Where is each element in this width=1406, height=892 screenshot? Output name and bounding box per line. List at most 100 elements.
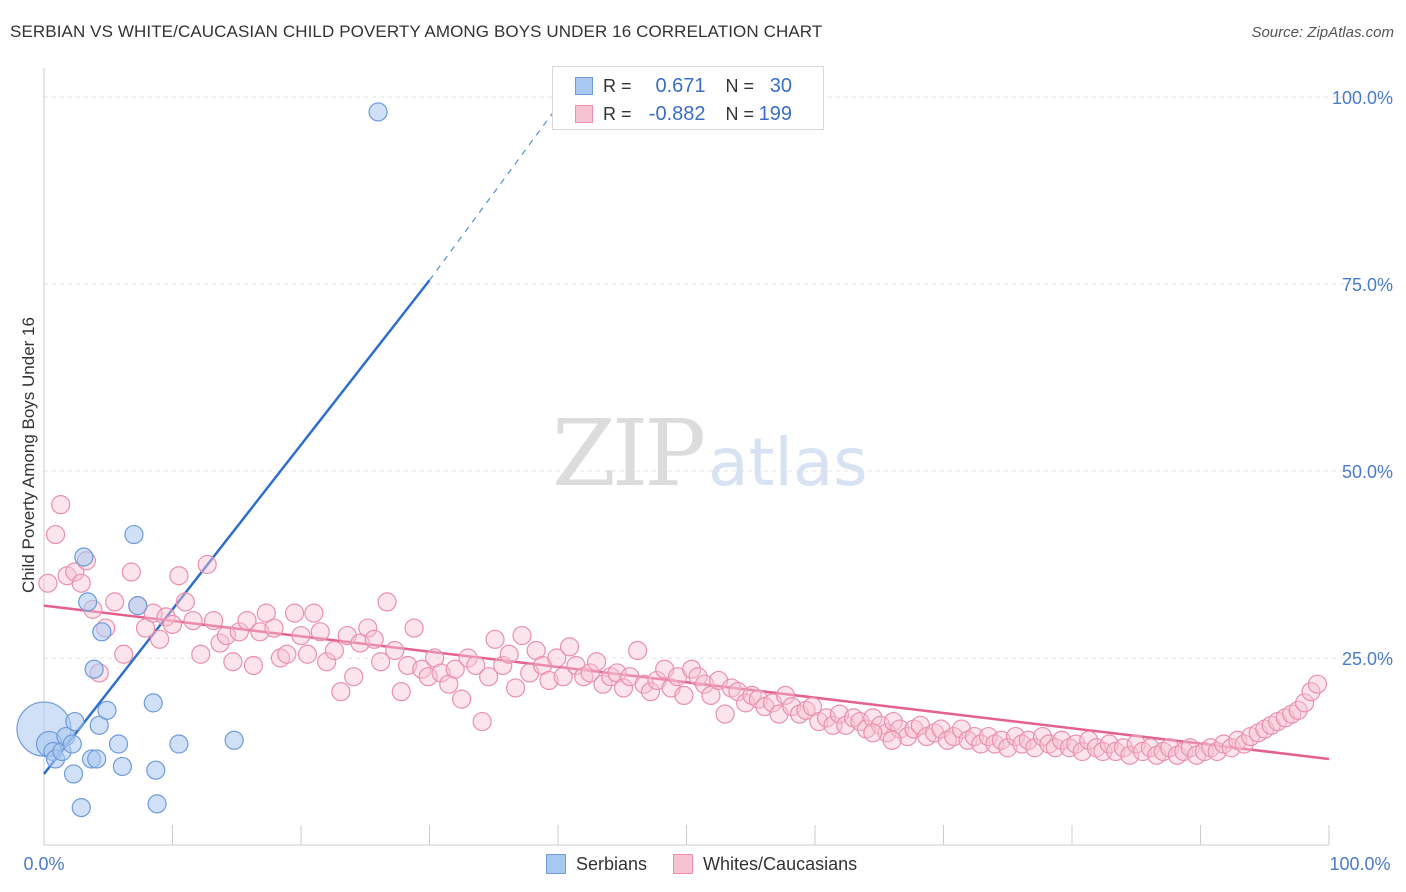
whites-point [1160, 738, 1180, 758]
whites-point [183, 610, 203, 631]
whites-point [310, 622, 330, 642]
whites-point [829, 704, 850, 724]
whites-point [964, 726, 984, 747]
whites-point [466, 655, 486, 676]
whites-point [210, 633, 230, 653]
whites-point [297, 644, 318, 664]
y-tick-label: 50.0% [1342, 462, 1393, 482]
serbians-point [71, 797, 91, 818]
whites-point [143, 603, 163, 623]
whites-point [284, 603, 305, 623]
serbians-point [65, 711, 85, 732]
serbians-point [124, 524, 144, 545]
y-axis-label: Child Poverty Among Boys Under 16 [19, 317, 38, 593]
whites-point [782, 697, 802, 717]
whites-point [331, 682, 351, 702]
serbians-point [224, 730, 244, 750]
whites-point [512, 625, 532, 646]
whites-point [944, 726, 964, 747]
whites-point [1288, 700, 1308, 720]
whites-point [1066, 734, 1086, 754]
whites-point [398, 655, 418, 676]
whites-point [682, 659, 702, 679]
whites-point [748, 689, 769, 709]
whites-point [204, 610, 224, 631]
whites-point [216, 625, 237, 646]
whites-point [991, 730, 1011, 750]
whites-point [897, 726, 918, 747]
whites-point [1140, 738, 1160, 758]
whites-point [1032, 726, 1053, 747]
whites-point [162, 614, 183, 634]
whites-point [479, 667, 499, 687]
serbians-point [63, 764, 84, 784]
serbians-point [368, 102, 388, 122]
serbians-point [146, 760, 166, 780]
legend-item-whites[interactable]: Whites/Caucasians [673, 854, 857, 875]
whites-point [150, 629, 170, 649]
serbians-point [147, 794, 167, 814]
whites-point [816, 708, 837, 728]
whites-point [350, 633, 370, 653]
whites-point [418, 667, 438, 687]
whites-trend-line [43, 604, 1330, 761]
whites-point [836, 715, 856, 735]
serbians-legend-label: Serbians [576, 853, 648, 874]
serbians-point [74, 547, 94, 567]
whites-point [223, 652, 243, 672]
whites-point [593, 674, 613, 694]
whites-point [701, 685, 721, 706]
whites-point [277, 644, 297, 664]
whites-point [850, 711, 870, 732]
whites-point [863, 723, 883, 743]
whites-point [135, 618, 156, 638]
whites-point [431, 663, 451, 683]
whites-point [404, 618, 424, 638]
whites-n-value: 199 [758, 102, 793, 125]
whites-point [38, 573, 58, 593]
serbians-point [92, 622, 112, 642]
serbians-r-value: 0.671 [655, 74, 706, 97]
x-tick-label-max: 100.0% [1329, 854, 1390, 874]
whites-point [377, 592, 397, 612]
whites-point [1301, 682, 1321, 702]
whites-point [1120, 745, 1140, 765]
whites-point [364, 629, 384, 649]
whites-point [156, 607, 176, 627]
watermark: ZIP atlas [552, 400, 868, 510]
y-tick-label: 75.0% [1342, 275, 1393, 295]
whites-point [371, 652, 391, 672]
whites-point [640, 682, 661, 702]
source-label[interactable]: Source: ZipAtlas.com [1251, 24, 1394, 41]
chart-title: SERBIAN VS WHITE/CAUCASIAN CHILD POVERTY… [10, 22, 823, 41]
whites-point [539, 670, 559, 691]
y-tick-label: 100.0% [1332, 88, 1393, 108]
whites-point [971, 734, 991, 754]
grid-lines [44, 96, 1393, 659]
whites-point [978, 726, 999, 747]
whites-point [882, 730, 902, 750]
whites-point [105, 592, 125, 612]
whites-point [883, 711, 903, 732]
whites-point [1025, 738, 1045, 758]
whites-point [674, 685, 694, 706]
serbians-point [87, 749, 107, 769]
whites-point [358, 618, 378, 638]
whites-point [547, 648, 567, 668]
n-label: N = [725, 103, 755, 124]
whites-point [1294, 693, 1315, 713]
whites-point [256, 603, 276, 623]
whites-point [1307, 674, 1328, 694]
whites-points [38, 495, 1328, 765]
serbians-point [89, 715, 109, 735]
legend-row-whites: R = -0.882 N = 199 [575, 101, 792, 127]
whites-point [121, 562, 141, 582]
whites-point [197, 554, 217, 575]
whites-point [715, 704, 735, 724]
whites-point [1126, 734, 1146, 754]
whites-point [998, 738, 1018, 758]
whites-swatch [575, 105, 593, 123]
series-legend: Serbians Whites/Caucasians [546, 852, 883, 876]
legend-item-serbians[interactable]: Serbians [546, 854, 647, 875]
whites-point [45, 524, 66, 545]
